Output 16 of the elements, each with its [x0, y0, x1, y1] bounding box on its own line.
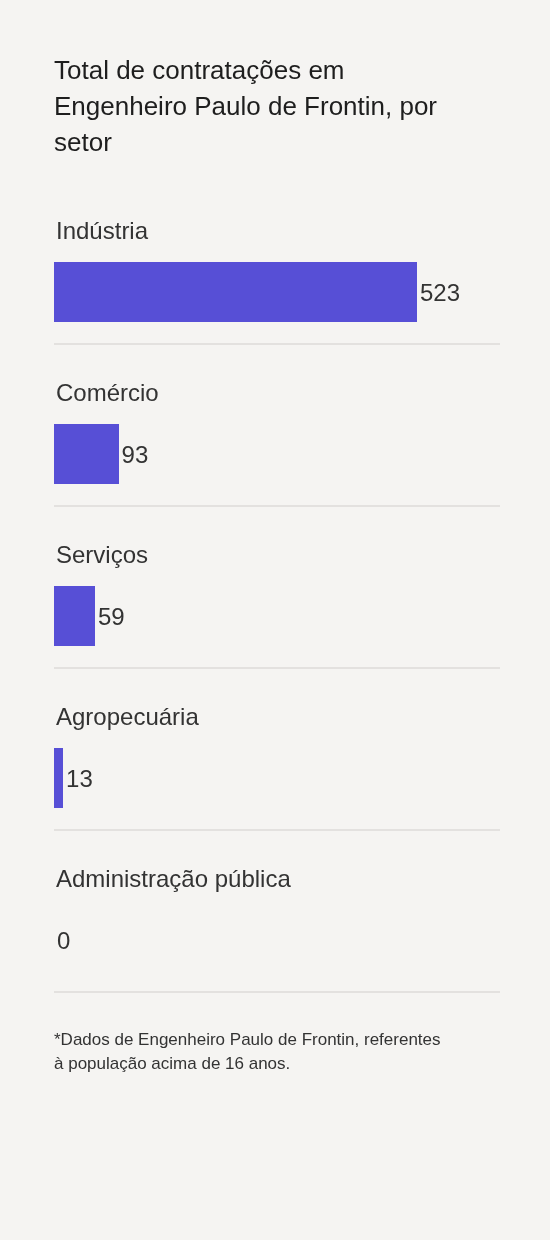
data-label: 13: [66, 764, 93, 792]
data-label: 93: [121, 440, 149, 468]
bar: [54, 586, 95, 647]
y-tick-label: Agropecuária: [56, 703, 200, 730]
chart-title: Total de contratações em Engenheiro Paulo de Frontin, por setor: [54, 54, 439, 159]
data-label: 0: [57, 926, 71, 954]
y-tick-label: Administração pública: [56, 865, 292, 892]
y-tick-label: Indústria: [56, 217, 149, 244]
text: *Dados de Engenheiro Paulo de Frontin, referentes à população acima de 16 anos.: [54, 1029, 442, 1075]
data-label: 59: [97, 602, 125, 630]
data-label: 523: [420, 278, 461, 306]
bar: [54, 262, 417, 323]
bar: [54, 748, 64, 809]
bar: [54, 424, 119, 485]
y-tick-label: Comércio: [56, 379, 159, 406]
y-tick-label: Serviços: [56, 541, 149, 568]
